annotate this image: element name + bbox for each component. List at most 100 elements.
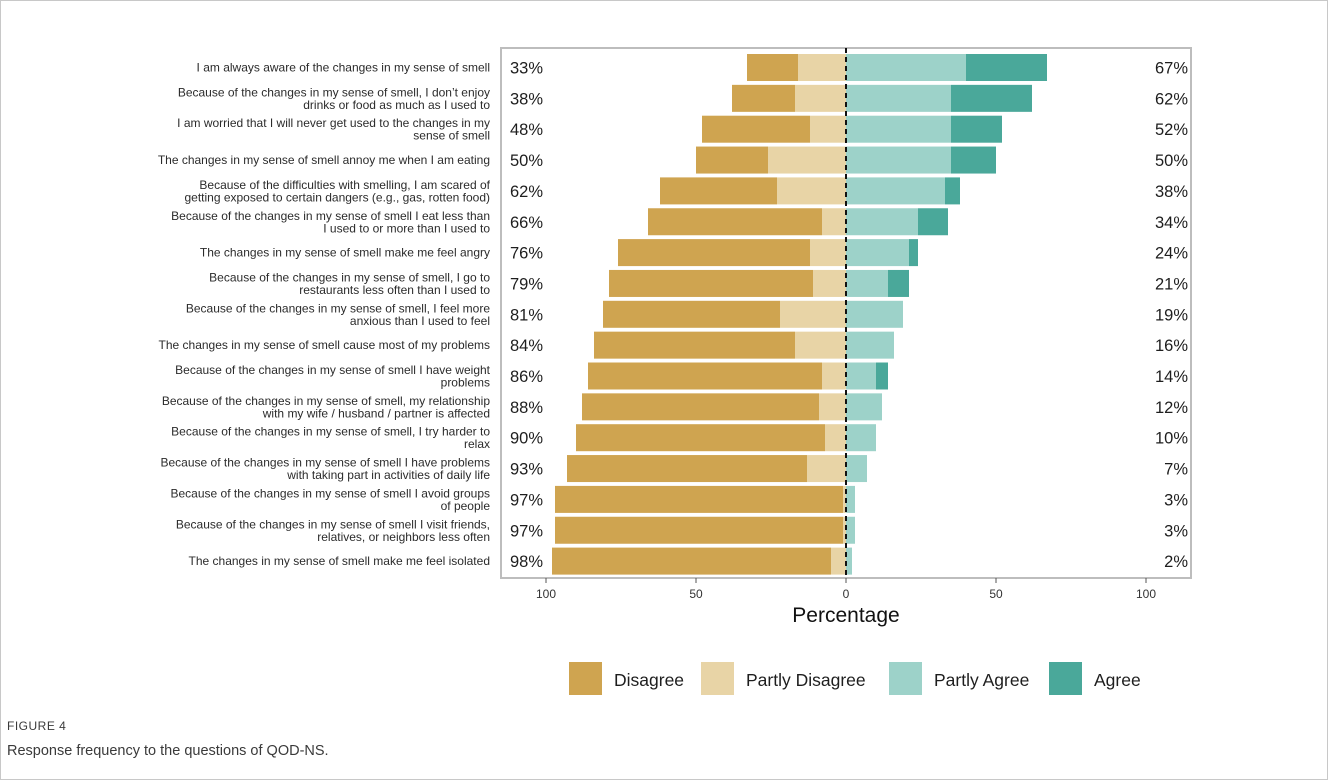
- bar-agree-row-4: [951, 146, 996, 174]
- right-percent-label-15: 3%: [1164, 491, 1188, 509]
- bar-disagree-row-15: [555, 485, 843, 513]
- bar-partly-agree-row-14: [846, 455, 867, 483]
- bar-partly-disagree-row-17: [831, 547, 846, 575]
- left-percent-label-2: 38%: [510, 90, 543, 108]
- legend-label-partly-disagree: Partly Disagree: [746, 670, 866, 690]
- bar-partly-agree-row-16: [846, 516, 855, 544]
- category-label-14: Because of the changes in my sense of sm…: [160, 456, 490, 483]
- bar-partly-agree-row-11: [846, 362, 876, 390]
- bar-disagree-row-14: [567, 455, 807, 483]
- bar-partly-agree-row-9: [846, 300, 903, 328]
- left-percent-label-3: 48%: [510, 121, 543, 139]
- bar-disagree-row-10: [594, 331, 795, 359]
- bar-partly-agree-row-13: [846, 424, 876, 452]
- bar-disagree-row-9: [603, 300, 780, 328]
- bar-partly-disagree-row-7: [810, 239, 846, 267]
- bar-layer: [552, 48, 1047, 578]
- bar-partly-agree-row-12: [846, 393, 882, 421]
- bar-partly-disagree-row-15: [843, 485, 846, 513]
- x-tick-label-3: 0: [843, 587, 850, 601]
- figure-label: FIGURE 4: [7, 719, 67, 733]
- x-axis: 100 50 0 50 100 Percentage: [536, 578, 1156, 627]
- bar-disagree-row-11: [588, 362, 822, 390]
- right-percent-label-11: 14%: [1155, 368, 1188, 386]
- right-percent-label-6: 34%: [1155, 214, 1188, 232]
- bar-partly-disagree-row-8: [813, 269, 846, 297]
- right-percent-label-2: 62%: [1155, 90, 1188, 108]
- category-label-5: Because of the difficulties with smellin…: [184, 178, 490, 205]
- bar-partly-agree-row-15: [846, 485, 855, 513]
- bar-disagree-row-13: [576, 424, 825, 452]
- bar-agree-row-3: [951, 115, 1002, 143]
- bar-partly-agree-row-3: [846, 115, 951, 143]
- bar-disagree-row-12: [582, 393, 819, 421]
- legend-label-partly-agree: Partly Agree: [934, 670, 1029, 690]
- bar-partly-disagree-row-4: [768, 146, 846, 174]
- bar-partly-disagree-row-1: [798, 54, 846, 81]
- bar-partly-agree-row-4: [846, 146, 951, 174]
- right-percent-label-16: 3%: [1164, 522, 1188, 540]
- right-percent-label-3: 52%: [1155, 121, 1188, 139]
- bar-partly-agree-row-7: [846, 239, 909, 267]
- category-label-13: Because of the changes in my sense of sm…: [171, 425, 490, 452]
- right-percent-label-5: 38%: [1155, 183, 1188, 201]
- x-tick-label-1: 100: [536, 587, 556, 601]
- left-percent-label-5: 62%: [510, 183, 543, 201]
- category-label-7: The changes in my sense of smell make me…: [200, 246, 490, 260]
- left-percent-label-8: 79%: [510, 275, 543, 293]
- bar-partly-disagree-row-2: [795, 84, 846, 112]
- category-label-10: The changes in my sense of smell cause m…: [159, 338, 490, 352]
- bar-partly-agree-row-6: [846, 208, 918, 236]
- bar-partly-disagree-row-9: [780, 300, 846, 328]
- right-percent-label-12: 12%: [1155, 399, 1188, 417]
- category-label-17: The changes in my sense of smell make me…: [189, 554, 490, 568]
- bar-partly-disagree-row-12: [819, 393, 846, 421]
- bar-agree-row-5: [945, 177, 960, 205]
- category-label-16: Because of the changes in my sense of sm…: [176, 517, 490, 544]
- bar-disagree-row-4: [696, 146, 768, 174]
- category-label-3: I am worried that I will never get used …: [177, 116, 490, 143]
- bar-disagree-row-6: [648, 208, 822, 236]
- right-percent-label-14: 7%: [1164, 461, 1188, 479]
- category-label-2: Because of the changes in my sense of sm…: [178, 85, 491, 112]
- bar-partly-agree-row-8: [846, 269, 888, 297]
- left-percent-label-13: 90%: [510, 430, 543, 448]
- right-percent-label-1: 67%: [1155, 60, 1188, 78]
- right-percent-label-8: 21%: [1155, 275, 1188, 293]
- legend-swatch-partly-agree: [889, 662, 922, 695]
- bar-agree-row-7: [909, 239, 918, 267]
- bar-partly-disagree-row-11: [822, 362, 846, 390]
- right-percent-label-9: 19%: [1155, 306, 1188, 324]
- right-percent-label-10: 16%: [1155, 337, 1188, 355]
- bar-partly-agree-row-17: [846, 547, 852, 575]
- bar-partly-agree-row-2: [846, 84, 951, 112]
- right-percent-label-17: 2%: [1164, 553, 1188, 571]
- legend-swatch-partly-disagree: [701, 662, 734, 695]
- left-percent-label-12: 88%: [510, 399, 543, 417]
- bar-agree-row-8: [888, 269, 909, 297]
- right-percent-label-4: 50%: [1155, 152, 1188, 170]
- category-label-6: Because of the changes in my sense of sm…: [171, 209, 490, 236]
- bar-disagree-row-7: [618, 239, 810, 267]
- likert-chart: I am always aware of the changes in my s…: [158, 47, 1192, 695]
- category-label-1: I am always aware of the changes in my s…: [197, 61, 490, 75]
- category-label-11: Because of the changes in my sense of sm…: [175, 363, 491, 390]
- bar-agree-row-2: [951, 84, 1032, 112]
- right-percent-label-13: 10%: [1155, 430, 1188, 448]
- bar-agree-row-1: [966, 54, 1047, 81]
- bar-disagree-row-1: [747, 54, 798, 81]
- legend-label-disagree: Disagree: [614, 670, 684, 690]
- bar-disagree-row-3: [702, 115, 810, 143]
- right-percent-label-7: 24%: [1155, 245, 1188, 263]
- category-label-15: Because of the changes in my sense of sm…: [170, 486, 490, 513]
- bar-disagree-row-5: [660, 177, 777, 205]
- bar-partly-disagree-row-16: [843, 516, 846, 544]
- left-percent-label-11: 86%: [510, 368, 543, 386]
- bar-partly-agree-row-5: [846, 177, 945, 205]
- left-percent-label-10: 84%: [510, 337, 543, 355]
- category-label-9: Because of the changes in my sense of sm…: [186, 301, 490, 328]
- bar-disagree-row-8: [609, 269, 813, 297]
- x-axis-title: Percentage: [792, 604, 899, 627]
- left-percent-label-6: 66%: [510, 214, 543, 232]
